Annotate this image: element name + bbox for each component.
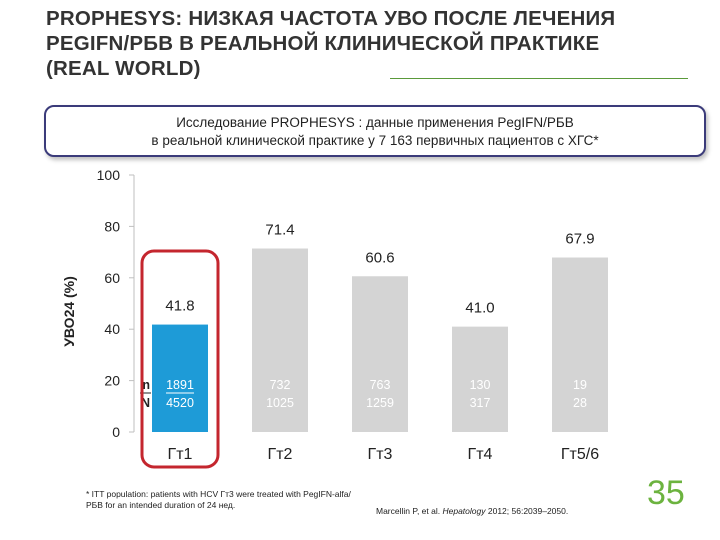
bar-N-total: 4520 <box>166 396 194 410</box>
footnote-itt: * ITT population: patients with HCV Гт3 … <box>86 489 351 510</box>
bar-value-label: 41.0 <box>465 300 494 317</box>
bar-N-total: 317 <box>470 396 491 410</box>
title-line-2: PEGIFN/РБВ В РЕАЛЬНОЙ КЛИНИЧЕСКОЙ ПРАКТИ… <box>46 32 600 55</box>
bar-value-label: 41.8 <box>165 298 194 315</box>
y-tick-label: 60 <box>104 270 120 286</box>
bar-n-count: 19 <box>573 378 587 392</box>
y-tick-label: 100 <box>97 167 121 183</box>
bar-n-count: 130 <box>470 378 491 392</box>
x-category-label: Гт4 <box>468 446 493 463</box>
bar-n-count: 763 <box>370 378 391 392</box>
citation-journal: Hepatology <box>442 506 486 516</box>
x-category-label: Гт5/6 <box>561 446 599 463</box>
N-row-label: N <box>141 396 150 410</box>
n-row-label: n <box>142 378 150 392</box>
bar-N-total: 1259 <box>366 396 394 410</box>
bar-N-total: 1025 <box>266 396 294 410</box>
title-underline <box>390 78 688 79</box>
y-tick-label: 20 <box>104 373 120 389</box>
page-number: 35 <box>647 474 685 512</box>
bar-n-count: 732 <box>270 378 291 392</box>
study-description-box: Исследование PROPHESYS : данные применен… <box>44 105 706 157</box>
highlight-outline <box>140 249 220 469</box>
bar-N-total: 28 <box>573 396 587 410</box>
bar-4 <box>452 326 508 432</box>
bar-2 <box>252 248 308 432</box>
x-category-label: Гт3 <box>368 446 393 463</box>
citation-ref: 2012; 56:2039–2050. <box>487 506 569 516</box>
y-tick-label: 80 <box>104 218 120 234</box>
bar-3 <box>352 276 408 432</box>
title-line-1: PROPHESYS: НИЗКАЯ ЧАСТОТА УВО ПОСЛЕ ЛЕЧЕ… <box>46 7 616 30</box>
bar-value-label: 67.9 <box>565 230 594 247</box>
x-category-label: Гт1 <box>168 446 193 463</box>
x-category-label: Гт2 <box>268 446 293 463</box>
bar-5 <box>552 257 608 432</box>
bar-1 <box>152 324 208 432</box>
study-description-line-2: в реальной клинической практике у 7 163 … <box>151 133 599 148</box>
bar-value-label: 71.4 <box>265 222 294 239</box>
bar-n-count: 1891 <box>166 378 194 392</box>
y-tick-label: 0 <box>112 424 120 440</box>
y-axis-title: УВО24 (%) <box>61 276 77 347</box>
slide-title: PROPHESYS: НИЗКАЯ ЧАСТОТА УВО ПОСЛЕ ЛЕЧЕ… <box>46 6 706 81</box>
footnote-citation: Marcellin P, et al. Hepatology 2012; 56:… <box>376 506 568 516</box>
y-tick-label: 40 <box>104 321 120 337</box>
bar-value-label: 60.6 <box>365 249 394 266</box>
title-line-3: (REAL WORLD) <box>46 57 201 80</box>
citation-authors: Marcellin P, et al. <box>376 506 441 516</box>
study-description-line-1: Исследование PROPHESYS : данные применен… <box>176 115 574 130</box>
